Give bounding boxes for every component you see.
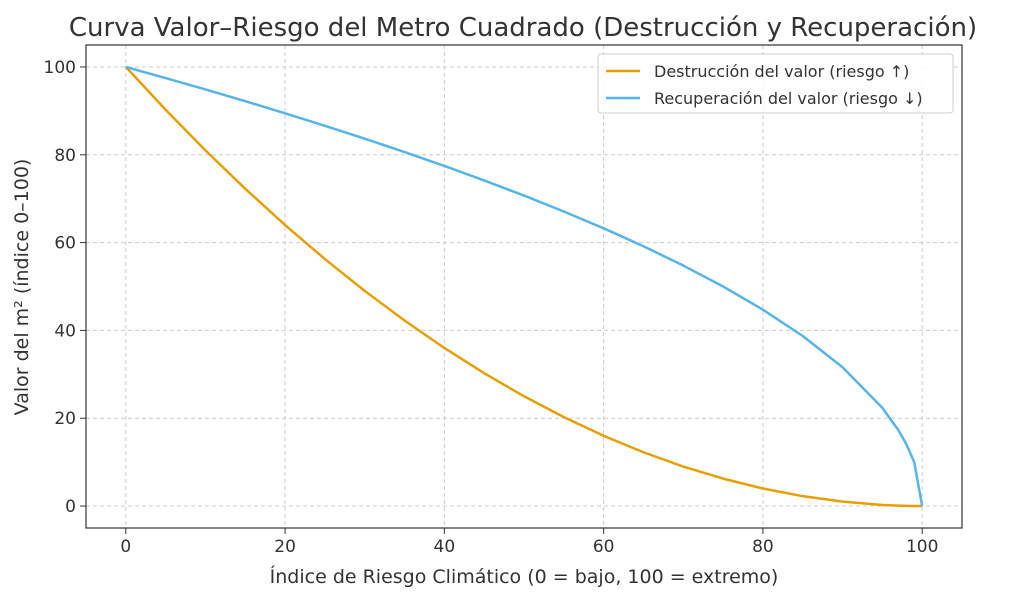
y-axis-label: Valor del m² (índice 0–100) bbox=[11, 159, 33, 416]
x-axis-label: Índice de Riesgo Climático (0 = bajo, 10… bbox=[270, 565, 779, 588]
x-tick-label: 20 bbox=[274, 537, 296, 557]
y-tick-label: 0 bbox=[65, 497, 76, 517]
y-tick-label: 60 bbox=[54, 234, 76, 254]
x-tick-label: 60 bbox=[593, 537, 615, 557]
series-group bbox=[124, 65, 924, 508]
grid bbox=[86, 45, 962, 528]
y-tick-label: 20 bbox=[54, 409, 76, 429]
plot-frame bbox=[85, 44, 963, 529]
legend-label-2: Recuperación del valor (riesgo ↓) bbox=[654, 89, 923, 108]
x-tick-label: 80 bbox=[752, 537, 774, 557]
y-tick-label: 100 bbox=[44, 58, 76, 78]
legend-label-1: Destrucción del valor (riesgo ↑) bbox=[654, 62, 909, 81]
y-tick-label: 80 bbox=[54, 146, 76, 166]
y-tick-label: 40 bbox=[54, 321, 76, 341]
series-line-2 bbox=[125, 65, 924, 507]
legend-box bbox=[597, 53, 954, 114]
x-tick-label: 0 bbox=[120, 537, 131, 557]
series-line-1 bbox=[124, 66, 923, 508]
x-tick-label: 100 bbox=[906, 537, 938, 557]
chart-title: Curva Valor–Riesgo del Metro Cuadrado (D… bbox=[69, 13, 977, 43]
ticks: 0 20 40 60 80 100 0 20 40 60 80 100 bbox=[44, 58, 939, 557]
x-tick-label: 40 bbox=[434, 537, 456, 557]
legend: Destrucción del valor (riesgo ↑) Recupera… bbox=[597, 53, 954, 114]
